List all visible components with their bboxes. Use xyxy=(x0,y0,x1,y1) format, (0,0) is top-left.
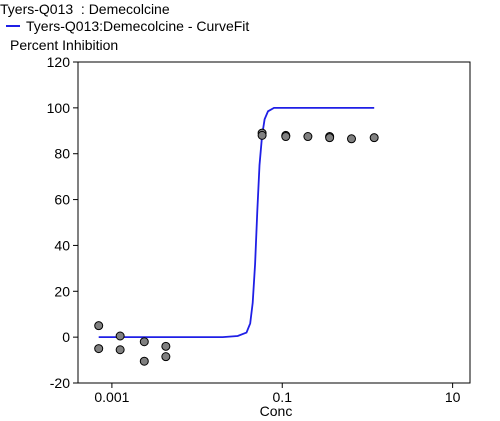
data-point xyxy=(325,133,335,143)
data-point xyxy=(161,352,171,362)
x-axis: 0.001 0.1 10 xyxy=(94,383,461,405)
curve-layer xyxy=(98,107,375,339)
y-axis-label: Percent Inhibition xyxy=(10,37,119,53)
y-tick-label: 0 xyxy=(62,329,70,345)
y-tick-label: 120 xyxy=(47,54,71,70)
data-point xyxy=(115,331,125,341)
data-point xyxy=(115,345,125,355)
legend: Tyers-Q013:Demecolcine - CurveFit xyxy=(6,18,249,34)
x-tick-label: 0.001 xyxy=(94,389,129,405)
data-point xyxy=(369,133,379,143)
y-tick-label: 100 xyxy=(47,100,71,116)
y-axis: -20 0 20 40 60 80 100 120 xyxy=(47,54,78,391)
y-tick-label: -20 xyxy=(50,375,70,391)
curve-fit-line xyxy=(98,107,375,339)
y-tick-label: 20 xyxy=(54,283,70,299)
legend-label: Tyers-Q013:Demecolcine - CurveFit xyxy=(26,18,250,34)
data-point xyxy=(303,132,313,142)
data-point xyxy=(346,134,356,144)
plot-frame xyxy=(77,61,471,384)
x-axis-label: Conc xyxy=(260,403,293,419)
data-point xyxy=(139,337,149,347)
points-layer xyxy=(94,128,379,366)
data-point xyxy=(94,344,104,354)
data-point xyxy=(281,132,291,142)
data-point xyxy=(257,130,267,140)
legend-line-swatch xyxy=(6,25,20,27)
x-tick-label: 0.1 xyxy=(273,389,293,405)
data-point xyxy=(94,321,104,331)
y-tick-label: 40 xyxy=(54,237,70,253)
data-point xyxy=(139,356,149,366)
chart-title: Tyers-Q013 : Demecolcine xyxy=(0,1,170,17)
x-tick-label: 10 xyxy=(445,389,461,405)
data-point xyxy=(161,341,171,351)
y-tick-label: 80 xyxy=(54,146,70,162)
y-tick-label: 60 xyxy=(54,192,70,208)
